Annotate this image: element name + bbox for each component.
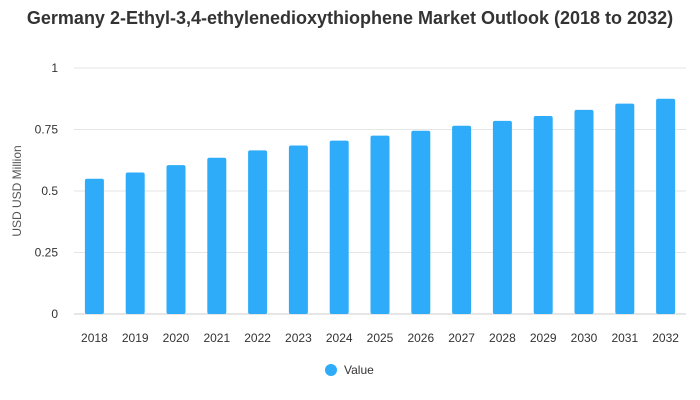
x-tick-label-2024: 2024 (326, 331, 353, 345)
x-axis-tick-labels: 2018 2019 2020 2021 2022 2023 2024 2025 2026 2027… (81, 331, 679, 345)
bar-2019[interactable] (125, 172, 145, 314)
x-tick-label-2019: 2019 (122, 331, 149, 345)
y-axis-tick-labels: 0 0.25 0.5 0.75 1 (35, 61, 59, 321)
bar-2020[interactable] (166, 165, 186, 314)
bar-2025[interactable] (370, 135, 390, 314)
legend-label-value: Value (344, 363, 374, 377)
bar-2032[interactable] (656, 98, 676, 314)
y-tick-label: 1 (51, 61, 58, 75)
legend-swatch-value (325, 364, 337, 376)
chart-title: Germany 2-Ethyl-3,4-ethylenedioxythiophe… (26, 8, 674, 28)
y-axis-title: USD USD Million (10, 145, 24, 236)
bar-2031[interactable] (615, 103, 635, 314)
x-tick-label-2029: 2029 (530, 331, 557, 345)
bar-2022[interactable] (248, 150, 268, 314)
x-tick-label-2026: 2026 (407, 331, 434, 345)
x-tick-label-2027: 2027 (448, 331, 475, 345)
bar-2026[interactable] (411, 130, 431, 314)
x-tick-label-2031: 2031 (611, 331, 638, 345)
bar-2028[interactable] (492, 120, 512, 314)
y-tick-label: 0.75 (35, 123, 59, 137)
bar-2023[interactable] (288, 145, 308, 314)
bar-2024[interactable] (329, 140, 349, 314)
x-tick-label-2018: 2018 (81, 331, 108, 345)
bar-2027[interactable] (452, 125, 472, 314)
x-tick-label-2022: 2022 (244, 331, 271, 345)
legend[interactable]: Value (325, 363, 374, 377)
x-tick-label-2030: 2030 (571, 331, 598, 345)
x-tick-label-2021: 2021 (203, 331, 230, 345)
bar-2029[interactable] (533, 115, 553, 314)
bar-2021[interactable] (207, 157, 227, 314)
x-tick-label-2028: 2028 (489, 331, 516, 345)
x-tick-label-2023: 2023 (285, 331, 312, 345)
bars (84, 98, 676, 314)
x-tick-label-2020: 2020 (163, 331, 190, 345)
y-tick-label: 0.5 (41, 184, 58, 198)
x-tick-label-2032: 2032 (652, 331, 679, 345)
y-tick-label: 0.25 (35, 246, 59, 260)
y-tick-label: 0 (51, 307, 58, 321)
bar-2018[interactable] (84, 178, 104, 314)
x-tick-label-2025: 2025 (367, 331, 394, 345)
bar-2030[interactable] (574, 109, 594, 314)
